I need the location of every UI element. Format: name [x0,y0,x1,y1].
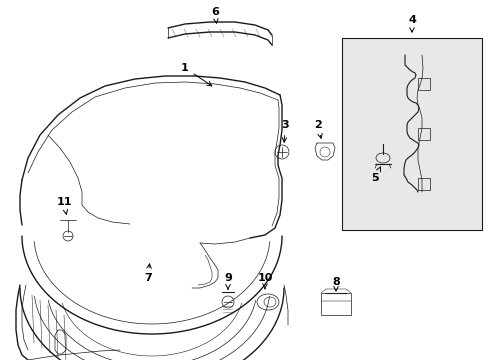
Bar [417,178,429,190]
Bar [320,293,350,315]
Text: 6: 6 [211,7,219,23]
Text: 8: 8 [331,277,339,291]
Text: 5: 5 [370,167,380,183]
Text: 7: 7 [144,264,152,283]
Bar [417,128,429,140]
Bar [417,78,429,90]
Text: 2: 2 [313,120,322,138]
Text: 9: 9 [224,273,231,289]
Text: 1: 1 [181,63,211,86]
Text: 11: 11 [56,197,72,214]
Text: 3: 3 [281,120,288,142]
Text: 10: 10 [257,273,272,289]
Text: 4: 4 [407,15,415,32]
Bar [341,38,481,230]
